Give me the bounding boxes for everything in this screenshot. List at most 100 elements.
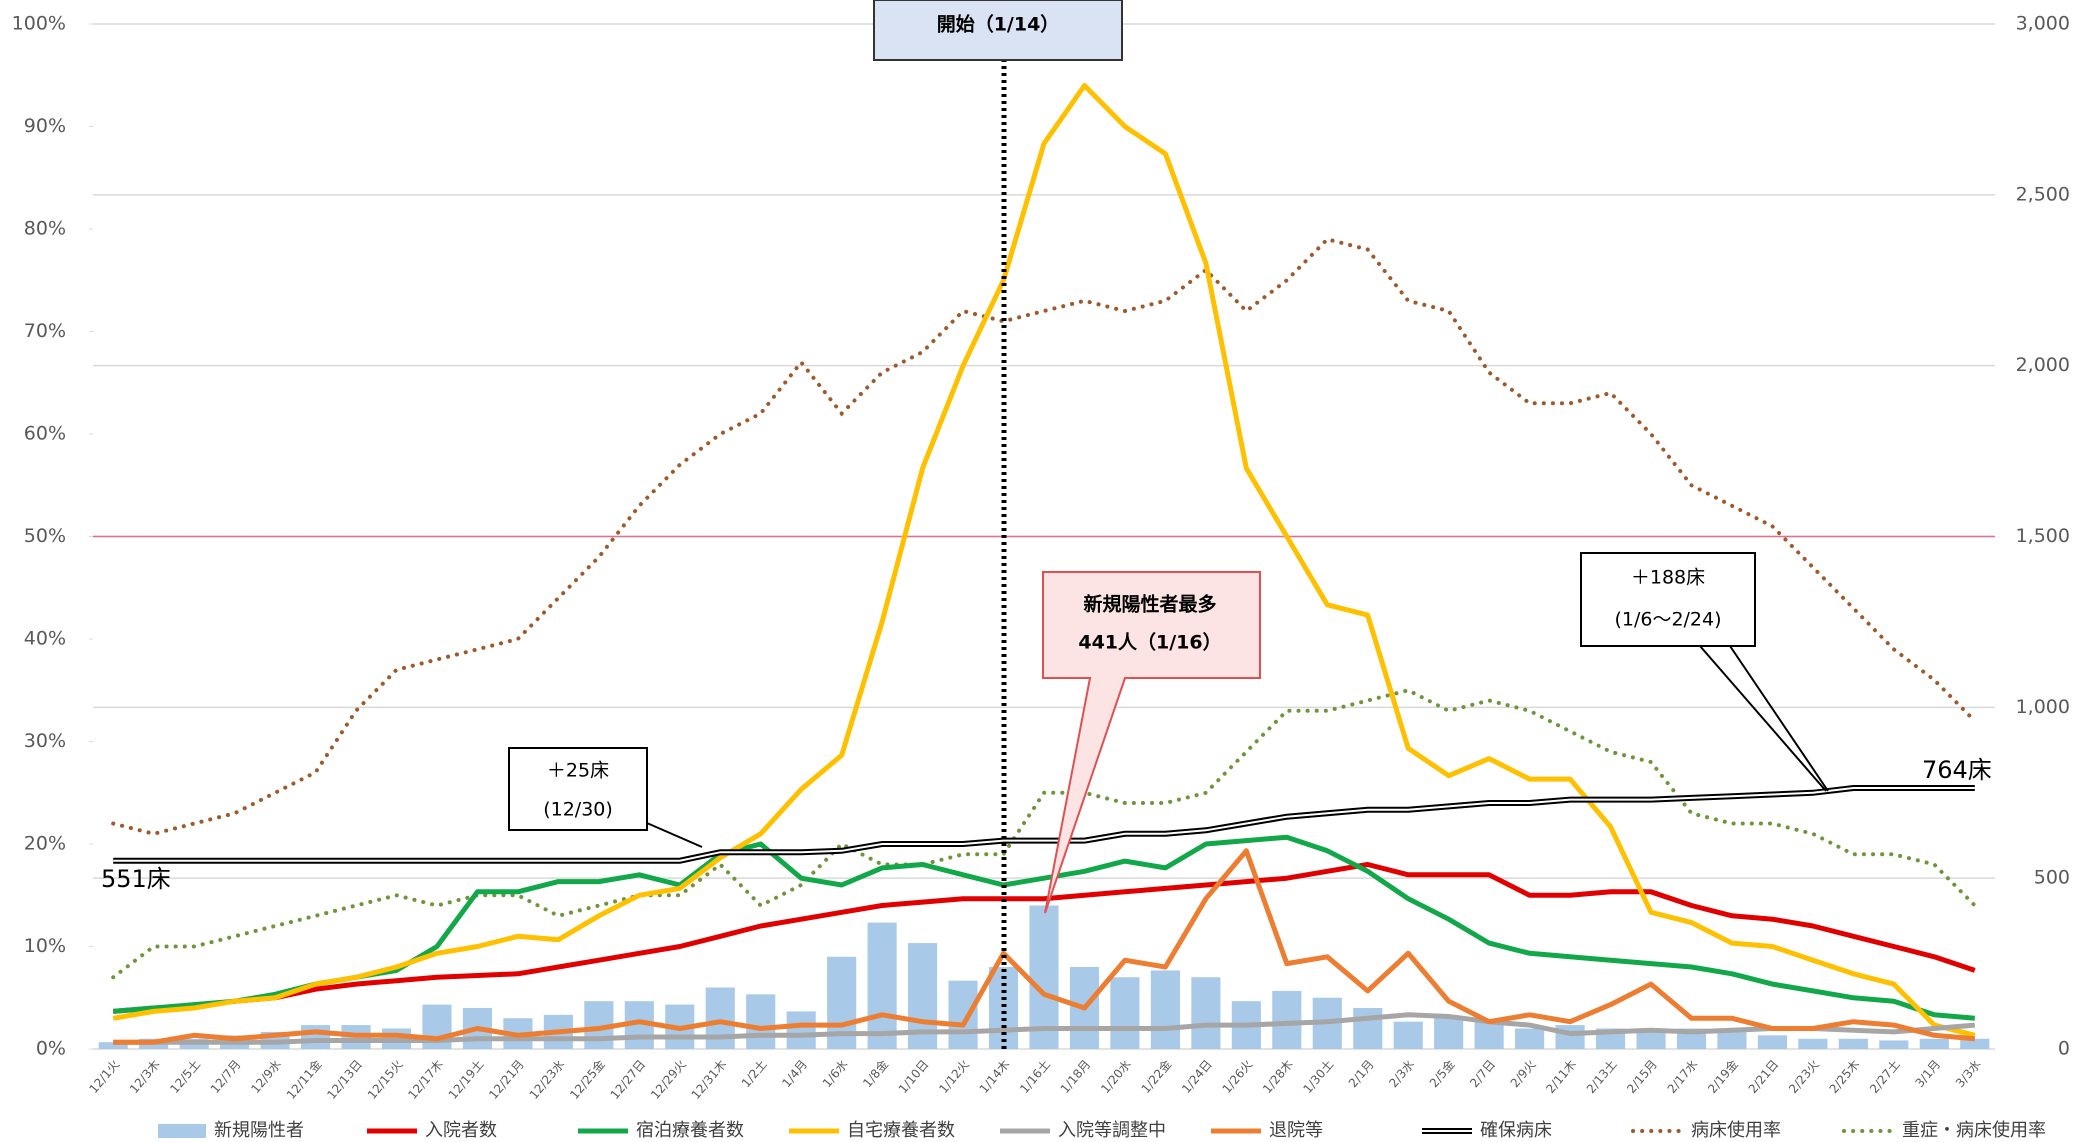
dotted-line bbox=[111, 237, 1977, 836]
x-tick-label: 2/15月 bbox=[1624, 1057, 1660, 1096]
bar bbox=[705, 987, 735, 1049]
bar bbox=[1919, 1038, 1949, 1049]
x-tick-label: 1/16土 bbox=[1017, 1057, 1053, 1096]
x-tick-label: 2/9火 bbox=[1508, 1057, 1539, 1090]
bar bbox=[1393, 1021, 1423, 1049]
x-tick-label: 2/25木 bbox=[1827, 1057, 1863, 1096]
x-tick-label: 1/8金 bbox=[859, 1057, 891, 1091]
callout-pointer bbox=[1699, 645, 1829, 792]
y2-tick-label: 2,500 bbox=[2016, 183, 2070, 205]
y-tick-label: 100% bbox=[12, 13, 66, 35]
x-tick-label: 2/13土 bbox=[1584, 1057, 1620, 1096]
bar bbox=[1474, 1021, 1504, 1049]
y2-tick-label: 500 bbox=[2034, 867, 2070, 889]
legend-label: 入院者数 bbox=[425, 1120, 497, 1141]
x-tick-label: 12/11金 bbox=[283, 1057, 324, 1102]
y2-tick-label: 1,000 bbox=[2016, 696, 2070, 718]
y2-tick-label: 2,000 bbox=[2016, 354, 2070, 376]
x-tick-label: 12/19土 bbox=[446, 1057, 487, 1102]
y-tick-label: 30% bbox=[24, 730, 66, 752]
bar bbox=[948, 980, 978, 1049]
y2-tick-label: 1,500 bbox=[2016, 525, 2070, 547]
legend: 新規陽性者 入院者数 宿泊療養者数 自宅療養者数 入院等調整中 退院等 確保病床 病床使用率 重… bbox=[158, 1120, 2046, 1141]
x-tick-label: 1/26火 bbox=[1220, 1057, 1256, 1096]
bar bbox=[1434, 1018, 1464, 1049]
bar bbox=[1798, 1038, 1828, 1049]
double-line-inner bbox=[113, 787, 1975, 862]
bar bbox=[1960, 1038, 1990, 1049]
y2-tick-label: 0 bbox=[2058, 1038, 2070, 1060]
y-tick-label: 60% bbox=[24, 423, 66, 445]
legend-label: 病床使用率 bbox=[1691, 1120, 1781, 1141]
bar bbox=[1555, 1025, 1585, 1049]
x-tick-label: 12/13日 bbox=[324, 1057, 365, 1102]
x-tick-label: 3/1月 bbox=[1912, 1057, 1943, 1090]
y-tick-label: 50% bbox=[24, 525, 66, 547]
y-tick-label: 0% bbox=[36, 1038, 66, 1060]
x-tick-label: 12/1火 bbox=[86, 1057, 122, 1096]
peak-label: 441人（1/16） bbox=[1078, 631, 1221, 654]
bar bbox=[1879, 1040, 1909, 1049]
peak-label: 新規陽性者最多 bbox=[1083, 593, 1216, 616]
start-box bbox=[873, 0, 1123, 61]
plot-area bbox=[98, 83, 1990, 1049]
x-tick-label: 12/25金 bbox=[566, 1057, 607, 1102]
beds-start-label: 551床 bbox=[101, 865, 171, 893]
bar bbox=[867, 922, 897, 1049]
start-label: 開始（1/14） bbox=[937, 13, 1060, 36]
bar bbox=[786, 1011, 816, 1049]
y-tick-label: 10% bbox=[24, 935, 66, 957]
y-tick-label: 90% bbox=[24, 115, 66, 137]
x-tick-label: 12/29火 bbox=[648, 1057, 689, 1102]
line bbox=[113, 848, 1976, 1045]
x-tick-label: 12/27日 bbox=[608, 1057, 649, 1102]
beds-end-label: 764床 bbox=[1922, 756, 1992, 784]
y-tick-label: 70% bbox=[24, 320, 66, 342]
x-tick-label: 2/27土 bbox=[1867, 1057, 1903, 1096]
y-tick-label: 40% bbox=[24, 628, 66, 650]
x-tick-label: 12/9水 bbox=[248, 1057, 284, 1096]
bar bbox=[1110, 977, 1140, 1049]
x-tick-label: 2/11木 bbox=[1543, 1057, 1579, 1096]
bar bbox=[1191, 977, 1221, 1049]
x-tick-label: 2/21日 bbox=[1746, 1057, 1782, 1096]
x-tick-label: 2/5金 bbox=[1426, 1057, 1458, 1091]
x-tick-label: 2/1月 bbox=[1346, 1057, 1377, 1090]
bar bbox=[301, 1025, 331, 1049]
y2-tick-label: 3,000 bbox=[2016, 13, 2070, 35]
line bbox=[112, 83, 1976, 1038]
x-tick-label: 1/10日 bbox=[896, 1057, 932, 1096]
x-tick-label: 1/2土 bbox=[739, 1057, 770, 1090]
add188-label: ＋188床 bbox=[1631, 567, 1705, 589]
legend-label: 入院等調整中 bbox=[1058, 1120, 1166, 1141]
dotted-line bbox=[111, 688, 1977, 980]
bar bbox=[1515, 1028, 1545, 1049]
add25-callout bbox=[508, 747, 648, 831]
x-tick-label: 12/3木 bbox=[127, 1057, 163, 1096]
x-tick-label: 3/3水 bbox=[1953, 1057, 1984, 1090]
x-tick-label: 1/6水 bbox=[820, 1057, 851, 1090]
x-tick-label: 12/7月 bbox=[208, 1057, 244, 1096]
x-tick-label: 12/31木 bbox=[689, 1057, 730, 1102]
y-tick-label: 80% bbox=[24, 218, 66, 240]
line bbox=[112, 862, 1976, 1014]
x-tick-label: 12/5土 bbox=[167, 1057, 203, 1096]
bar bbox=[746, 994, 776, 1049]
x-tick-label: 2/17水 bbox=[1665, 1057, 1701, 1096]
line bbox=[112, 834, 1976, 1021]
bar bbox=[98, 1042, 128, 1049]
x-tick-label: 2/3水 bbox=[1386, 1057, 1417, 1090]
bar bbox=[1029, 905, 1059, 1049]
legend-label: 重症・病床使用率 bbox=[1902, 1120, 2046, 1141]
x-tick-label: 1/4月 bbox=[779, 1057, 810, 1090]
x-tick-label: 2/19金 bbox=[1704, 1057, 1741, 1096]
x-tick-label: 12/21月 bbox=[486, 1057, 527, 1102]
x-tick-label: 1/20水 bbox=[1098, 1057, 1134, 1096]
double-line-outer bbox=[113, 785, 1975, 864]
add188-callout bbox=[1580, 552, 1756, 647]
y-tick-label: 20% bbox=[24, 833, 66, 855]
x-tick-label: 1/28木 bbox=[1260, 1057, 1296, 1096]
x-tick-label: 1/18月 bbox=[1058, 1057, 1094, 1096]
bar bbox=[1717, 1028, 1747, 1049]
